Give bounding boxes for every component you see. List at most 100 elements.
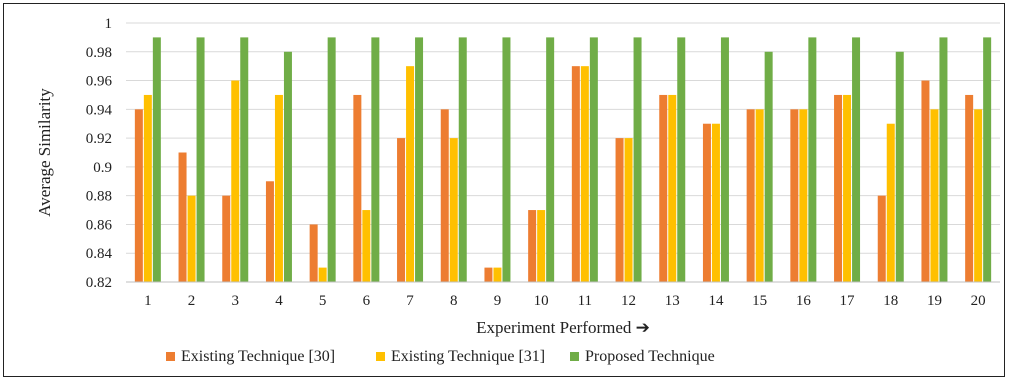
bar-3-8 (458, 37, 467, 283)
legend-swatch (376, 352, 385, 361)
x-tick-label: 10 (534, 293, 549, 309)
bar-2-16 (799, 109, 808, 282)
legend-label: Existing Technique [31] (391, 348, 545, 365)
bar-1-15 (746, 109, 755, 282)
gridlines (126, 22, 1000, 254)
bar-1-17 (834, 94, 843, 282)
bar-1-16 (790, 109, 799, 282)
x-tick-label: 11 (578, 293, 592, 309)
bar-3-6 (371, 37, 380, 283)
x-axis-title: Experiment Performed ➔ (476, 318, 650, 337)
bar-3-3 (240, 37, 249, 283)
x-tick-label: 18 (883, 293, 898, 309)
bar-3-1 (152, 37, 161, 283)
y-tick-label: 0.96 (86, 74, 113, 90)
bar-2-10 (537, 210, 546, 282)
legend-swatch (570, 352, 579, 361)
legend-label: Existing Technique [30] (181, 348, 335, 365)
x-tick-label: 7 (406, 293, 414, 309)
y-tick-label: 0.9 (93, 160, 112, 176)
y-tick-label: 0.86 (86, 217, 113, 233)
y-tick-label: 0.98 (86, 45, 112, 61)
x-tick-label: 3 (232, 293, 240, 309)
bar-1-12 (615, 138, 624, 282)
bar-1-4 (265, 181, 274, 282)
x-tick-label: 19 (927, 293, 942, 309)
bar-3-2 (196, 37, 205, 283)
legend-swatch (166, 352, 175, 361)
bar-3-14 (720, 37, 729, 283)
bar-2-1 (143, 94, 152, 282)
bar-1-2 (178, 152, 187, 282)
x-tick-labels: 1 2 3 4 5 6 7 8 9 10 11 12 13 14 15 16 17 18 19 20 (144, 293, 986, 309)
bar-2-9 (493, 267, 502, 282)
bar-2-17 (843, 94, 852, 282)
x-tick-label: 2 (188, 293, 196, 309)
bar-2-6 (362, 210, 371, 282)
x-tick-label: 1 (144, 293, 152, 309)
x-tick-label: 6 (363, 293, 371, 309)
bar-2-18 (886, 123, 895, 282)
y-tick-label: 0.82 (86, 275, 112, 291)
bar-3-18 (895, 51, 904, 283)
bar-2-15 (755, 109, 764, 282)
bar-3-10 (546, 37, 555, 283)
x-tick-label: 9 (494, 293, 502, 309)
bar-1-10 (528, 210, 537, 282)
bar-1-18 (877, 195, 886, 282)
bar-1-3 (222, 195, 231, 282)
y-axis-title: Average Similarity (35, 88, 54, 217)
bar-2-11 (580, 66, 589, 283)
bar-1-20 (965, 94, 974, 282)
x-tick-label: 16 (796, 293, 812, 309)
bar-2-8 (449, 138, 458, 282)
x-tick-label: 4 (275, 293, 283, 309)
bar-2-4 (274, 94, 283, 282)
bar-3-5 (327, 37, 336, 283)
bar-1-9 (484, 267, 493, 282)
bar-3-16 (808, 37, 817, 283)
bars (134, 37, 992, 283)
bar-1-6 (353, 94, 362, 282)
bar-1-14 (702, 123, 711, 282)
x-tick-label: 15 (752, 293, 767, 309)
bar-3-12 (633, 37, 642, 283)
bar-3-4 (283, 51, 292, 283)
bar-2-13 (668, 94, 677, 282)
bar-1-8 (440, 109, 449, 282)
y-tick-label: 0.92 (86, 131, 112, 147)
bar-3-13 (677, 37, 686, 283)
bar-2-5 (318, 267, 327, 282)
bar-2-7 (406, 66, 415, 283)
bar-2-14 (711, 123, 720, 282)
x-tick-label: 14 (708, 293, 724, 309)
y-tick-label: 0.94 (86, 102, 113, 118)
legend-label: Proposed Technique (585, 348, 715, 365)
x-tick-label: 17 (840, 293, 856, 309)
y-tick-label: 0.84 (86, 246, 113, 262)
bar-3-19 (939, 37, 948, 283)
bar-2-20 (974, 109, 983, 282)
x-tick-label: 20 (971, 293, 986, 309)
bar-1-19 (921, 80, 930, 282)
bar-2-2 (187, 195, 196, 282)
bar-2-19 (930, 109, 939, 282)
bar-2-12 (624, 138, 633, 282)
x-tick-label: 12 (621, 293, 636, 309)
bar-1-11 (571, 66, 580, 283)
x-tick-label: 8 (450, 293, 458, 309)
bar-1-1 (134, 109, 143, 282)
bar-3-11 (589, 37, 598, 283)
legend: Existing Technique [30] Existing Techniqu… (166, 348, 715, 365)
x-tick-label: 5 (319, 293, 327, 309)
bar-1-13 (659, 94, 668, 282)
y-tick-label: 0.88 (86, 189, 112, 205)
bar-3-20 (983, 37, 992, 283)
bar-2-3 (231, 80, 240, 282)
x-tick-label: 13 (665, 293, 680, 309)
bar-3-7 (415, 37, 424, 283)
y-tick-label: 1 (105, 16, 113, 32)
y-tick-labels: 0.82 0.84 0.86 0.88 0.9 0.92 0.94 0.96 0.98 1 (86, 16, 113, 291)
bar-1-7 (397, 138, 406, 282)
